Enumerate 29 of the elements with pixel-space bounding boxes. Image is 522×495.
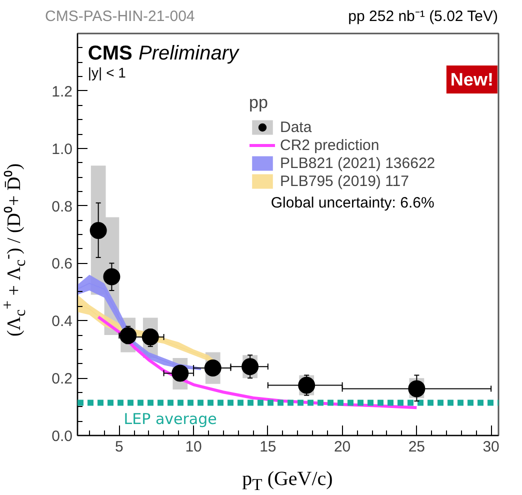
y-tick-label: 0.4 <box>52 313 73 330</box>
legend-label: PLB795 (2019) 117 <box>280 172 409 190</box>
x-tick-label: 30 <box>482 438 500 456</box>
text: CMS-PAS-HIN-21-004 <box>45 7 195 27</box>
y-tick-label: 0.0 <box>52 428 73 445</box>
y-tick-label: 1.0 <box>52 140 73 158</box>
x-axis-title: p$_{T}$ (GeV/c) <box>241 467 334 495</box>
legend-label: PLB821 (2021) 136622 <box>280 154 436 172</box>
point <box>90 222 107 239</box>
y-tick-label: 0.8 <box>52 198 73 216</box>
ref-line-label: LEP average <box>124 410 217 428</box>
x-tick-label: 20 <box>334 438 351 456</box>
annotation: Global uncertainty: 6.6% <box>270 194 434 212</box>
legend-label: CR2 prediction <box>280 136 380 154</box>
x-tick-label: 25 <box>408 438 426 456</box>
annotation: |y| < 1 <box>88 64 126 80</box>
annotation: Preliminary <box>138 42 240 65</box>
chart-title: pp 252 nb⁻¹ (5.02 TeV) <box>348 7 498 27</box>
x-tick-label: 5 <box>114 438 124 456</box>
legend-title: pp <box>249 93 269 113</box>
point <box>103 268 120 286</box>
y-tick-label: 0.2 <box>52 370 73 388</box>
annotation: CMS <box>88 42 132 65</box>
legend-label: Data <box>280 118 312 136</box>
y-tick-label: 0.6 <box>52 256 73 273</box>
y-tick-label: 1.2 <box>52 83 73 100</box>
x-tick-label: 10 <box>185 438 202 456</box>
annotation: New! <box>450 69 494 90</box>
x-tick-label: 15 <box>260 438 276 456</box>
